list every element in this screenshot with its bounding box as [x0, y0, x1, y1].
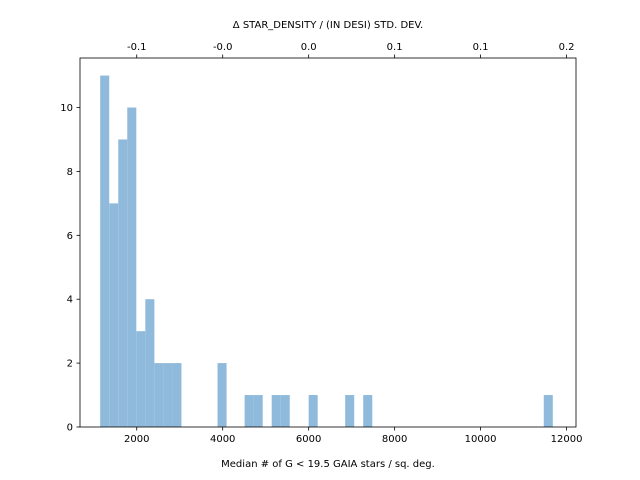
- ticks-group: 2000 4000 6000 8000 10000 12000 0 2 4 6 8 10 -0.1 -0.…: [60, 42, 582, 445]
- top-tick-label: 0.0: [301, 42, 317, 53]
- y-tick-label: 4: [67, 295, 73, 306]
- x-tick-label: 8000: [382, 434, 407, 445]
- top-tick-label: 0.1: [473, 42, 489, 53]
- x-tick-label: 12000: [551, 434, 583, 445]
- y-tick-label: 8: [67, 167, 73, 178]
- histogram-bar: [253, 395, 263, 427]
- top-tick-label: 0.2: [559, 42, 575, 53]
- x-tick-label: 4000: [210, 434, 235, 445]
- x-tick-label: 2000: [124, 434, 149, 445]
- x-axis-label: Median # of G < 19.5 GAIA stars / sq. de…: [221, 459, 435, 470]
- x-tick-label: 6000: [296, 434, 321, 445]
- histogram-bar: [136, 331, 146, 427]
- histogram-bar: [308, 395, 318, 427]
- histogram-bar: [163, 363, 173, 427]
- histogram-bar: [109, 203, 119, 427]
- bars-group: [100, 75, 553, 428]
- y-tick-label: 6: [67, 231, 73, 242]
- top-tick-label: -0.1: [127, 42, 147, 53]
- x-tick-label: 10000: [465, 434, 497, 445]
- histogram-bar: [363, 395, 373, 427]
- y-tick-label: 2: [67, 359, 73, 370]
- top-tick-label: 0.1: [387, 42, 403, 53]
- histogram-bar: [118, 139, 128, 427]
- histogram-bar: [271, 395, 281, 427]
- histogram-bar: [145, 299, 155, 427]
- histogram-bar: [280, 395, 290, 427]
- plot-frame: [79, 57, 577, 428]
- histogram-bar: [100, 75, 110, 427]
- top-tick-label: -0.0: [213, 42, 233, 53]
- y-tick-label: 0: [67, 423, 73, 434]
- histogram-bar: [543, 395, 553, 427]
- top-axis-label: Δ STAR_DENSITY / (IN DESI) STD. DEV.: [233, 20, 423, 31]
- y-tick-label: 10: [60, 103, 73, 114]
- histogram-bar: [154, 363, 164, 427]
- histogram-bar: [345, 395, 355, 427]
- histogram-bar: [127, 107, 137, 428]
- histogram-bar: [217, 363, 227, 427]
- histogram-bar: [172, 363, 182, 427]
- histogram-bar: [244, 395, 254, 427]
